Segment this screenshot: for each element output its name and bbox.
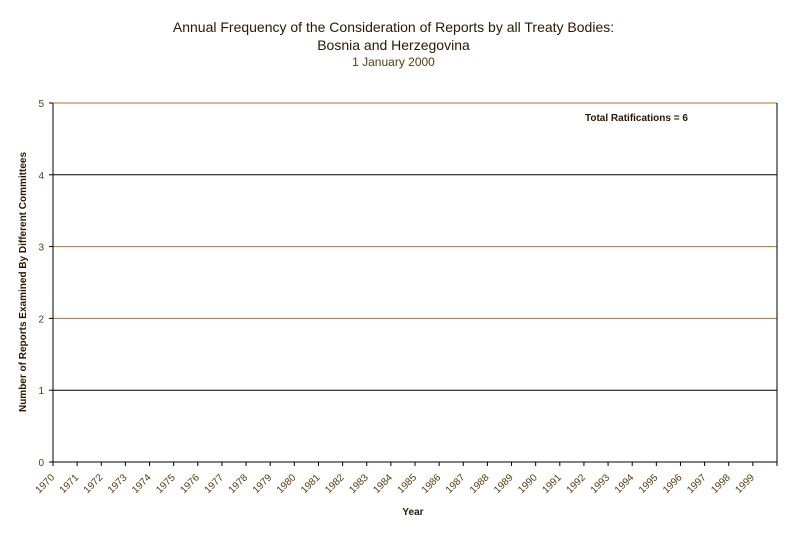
x-tick-label: 1986: [420, 472, 444, 496]
x-tick-label: 1997: [685, 472, 709, 496]
x-tick-label: 1972: [82, 472, 106, 496]
x-tick-label: 1974: [130, 472, 154, 496]
x-tick-label: 1988: [468, 472, 492, 496]
chart-title-block: Annual Frequency of the Consideration of…: [0, 18, 787, 70]
x-tick-label: 1995: [637, 472, 661, 496]
y-tick-label: 2: [38, 314, 44, 325]
x-tick-label: 1991: [540, 472, 564, 496]
x-tick-label: 1978: [227, 472, 251, 496]
x-tick-label: 1981: [299, 472, 323, 496]
x-tick-label: 1998: [709, 472, 733, 496]
x-tick-label: 1996: [661, 472, 685, 496]
y-axis-title: Number of Reports Examined By Different …: [18, 152, 29, 412]
axes: [49, 102, 778, 466]
total-ratifications-annotation: Total Ratifications = 6: [585, 113, 688, 124]
x-tick-label: 1993: [589, 472, 613, 496]
y-tick-label: 1: [38, 386, 44, 397]
y-tick-label: 3: [38, 243, 44, 254]
y-tick-label: 5: [38, 99, 44, 110]
x-tick-label: 1976: [178, 472, 202, 496]
y-tick-labels: 0 1 2 3 4 5: [38, 99, 44, 469]
x-tick-label: 1989: [492, 472, 516, 496]
x-tick-label: 1973: [106, 472, 130, 496]
x-tick-label: 1999: [733, 472, 757, 496]
x-tick-label: 1992: [565, 472, 589, 496]
y-tick-label: 0: [38, 458, 44, 469]
x-tick-label: 1984: [371, 472, 395, 496]
x-tick-label: 1980: [275, 472, 299, 496]
x-tick-labels: 1970 1971 1972 1973 1974 1975 1976 1977 1978 1979…: [34, 472, 758, 496]
x-tick-label: 1994: [613, 472, 637, 496]
x-tick-label: 1979: [251, 472, 275, 496]
x-tick-label: 1982: [323, 472, 347, 496]
chart-subtitle: 1 January 2000: [352, 55, 435, 69]
chart-title-line-1: Annual Frequency of the Consideration of…: [172, 19, 615, 35]
chart-title-line-2: Bosnia and Herzegovina: [317, 37, 470, 53]
x-tick-label: 1985: [396, 472, 420, 496]
x-tick-label: 1990: [516, 472, 540, 496]
x-tick-label: 1971: [58, 472, 82, 496]
x-axis-title: Year: [402, 507, 423, 518]
gridlines: [53, 102, 777, 391]
x-tick-label: 1975: [154, 472, 178, 496]
x-tick-label: 1987: [444, 472, 468, 496]
x-tick-label: 1983: [347, 472, 371, 496]
y-tick-label: 4: [38, 171, 44, 182]
x-tick-label: 1977: [203, 472, 227, 496]
x-tick-label: 1970: [34, 472, 58, 496]
